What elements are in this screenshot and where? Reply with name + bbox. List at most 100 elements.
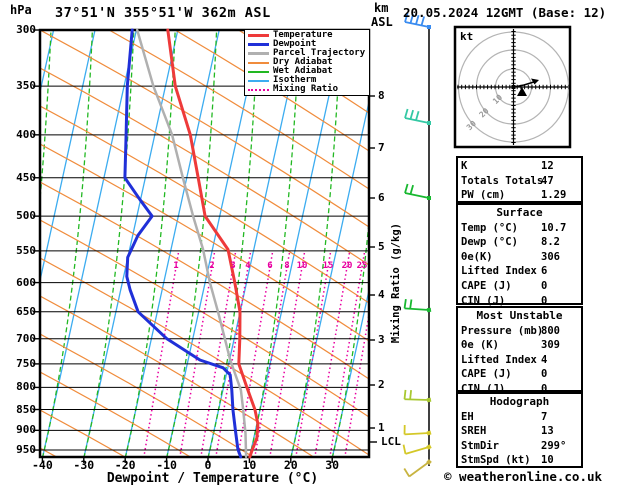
temperature-tick-label: 0 [204,458,212,472]
table-row: Lifted Index 6 [461,264,578,279]
wet-adiabat-line [248,31,301,458]
dewpoint-trace [123,28,243,459]
legend-item: Temperature [248,31,369,40]
table-row-label: Dewp (°C) [461,236,518,249]
temperature-tick-label: -20 [114,458,136,472]
pressure-tick-label: 650 [16,304,36,318]
altitude-axis-unit-asl: ASL [371,15,393,29]
table-row-label: EH [461,410,474,423]
table-row: CIN (J) 0 [461,294,578,309]
table-row-label: StmSpd (kt) [461,454,531,467]
wind-barb-column [402,12,432,478]
dry-adiabat-line [41,295,317,458]
temperature-tick-label: -10 [156,458,177,472]
isotherm-line [83,31,179,458]
table-row-value: 8.2 [541,236,560,249]
copyright-footer: © weatheronline.co.uk [444,469,603,484]
isotherm-line [165,31,262,458]
wet-adiabat-line [41,31,94,458]
legend-label: Wet Adiabat [273,66,333,76]
pressure-tick-label: 550 [16,243,36,257]
pressure-tick-label: 750 [16,356,36,370]
km-tick-label: 7 [378,141,385,154]
table-row-label: StmDir [461,439,499,452]
pressure-tick-label: 950 [16,443,36,457]
legend-item: Mixing Ratio [248,85,369,94]
table-row-value: 47 [541,174,554,187]
mixing-ratio-axis-label: Mixing Ratio (g/kg) [390,223,402,344]
legend-item: Wet Adiabat [248,67,369,76]
dry-adiabat-line [41,333,256,458]
table-row: EH 7 [461,410,578,425]
indices-table-hodograph: Hodograph EH 7 SREH 13 StmDir 299° StmSpd (kt) 1… [456,392,583,468]
table-row-label: θe(K) [461,250,493,263]
wind-barb [402,444,432,455]
temperature-axis-title: Dewpoint / Temperature (°C) [106,471,319,486]
legend-label: Isotherm [273,75,317,85]
isotherm-line [207,31,303,458]
dry-adiabat-line [41,409,128,458]
pressure-axis-unit: hPa [10,3,32,17]
hodograph-unit-label: kt [460,30,474,43]
table-row: Pressure (mb) 800 [461,324,578,339]
table-row: CAPE (J) 0 [461,367,578,382]
legend-label: Dry Adiabat [273,57,333,67]
table-row: K 12 [461,159,578,174]
pressure-tick-label: 900 [16,423,36,437]
km-tick-label: 8 [378,89,385,102]
table-row: CAPE (J) 0 [461,279,578,294]
table-row-label: Temp (°C) [461,221,518,234]
hodograph-arrowhead [531,78,539,85]
isotherm-line [41,31,96,279]
temperature-trace [166,28,260,459]
indices-table-surface: Surface Temp (°C) 10.7 Dewp (°C) 8.2 θe(K) 306… [456,203,583,307]
wet-adiabat-line [165,31,218,458]
mixing-ratio-line [294,252,332,458]
parcel-trajectory-trace [135,28,248,459]
wind-barb [403,298,432,313]
legend-box: Temperature Dewpoint Parcel Trajectory Dry … [244,29,370,96]
pressure-tick-label: 600 [16,275,36,289]
pressure-tick-label: 400 [16,127,36,141]
mixing-ratio-line [328,252,366,458]
pressure-tick-label: 500 [16,209,36,223]
table-row: Temp (°C) 10.7 [461,221,578,236]
table-header: Surface [496,206,543,219]
pressure-tick-label: 450 [16,170,36,184]
wind-barb [403,424,432,436]
mixing-ratio-value-label: 15 [322,261,334,271]
dry-adiabat-line [41,105,368,304]
wind-barb [404,108,431,125]
wind-barb [404,12,431,29]
table-row-label: Totals Totals [461,174,544,187]
table-header: Hodograph [489,395,550,408]
km-tick-label: 3 [378,333,385,346]
mixing-ratio-line [142,252,180,458]
table-row-value: 0 [541,279,548,292]
mixing-ratio-value-label: 4 [245,261,251,271]
table-row: StmDir 299° [461,439,578,454]
legend-item: Parcel Trajectory [248,49,369,58]
temperature-tick-label: 20 [283,458,298,472]
pressure-tick-label: 300 [16,23,36,36]
legend-item: Isotherm [248,76,369,85]
table-row-label: θe (K) [461,339,499,352]
legend-label: Parcel Trajectory [273,48,366,58]
table-row: SREH 13 [461,424,578,439]
table-row-value: 10.7 [541,221,567,234]
mixing-ratio-value-label: 3 [230,261,236,271]
table-row-value: 7 [541,410,548,423]
mixing-ratio-line [199,252,237,458]
table-row: Lifted Index 4 [461,353,578,368]
table-row-label: CIN (J) [461,294,506,307]
mixing-ratio-value-label: 25 [356,261,368,271]
table-row-value: 306 [541,250,560,263]
table-row-label: CAPE (J) [461,368,512,381]
table-row-label: PW (cm) [461,189,506,202]
altitude-axis-unit-km: km [374,1,389,15]
table-row: θe(K) 306 [461,250,578,265]
temperature-tick-label: 10 [242,458,257,472]
legend-label: Temperature [273,30,333,40]
dry-adiabat-line [41,143,368,342]
table-row-label: CIN (J) [461,382,506,395]
